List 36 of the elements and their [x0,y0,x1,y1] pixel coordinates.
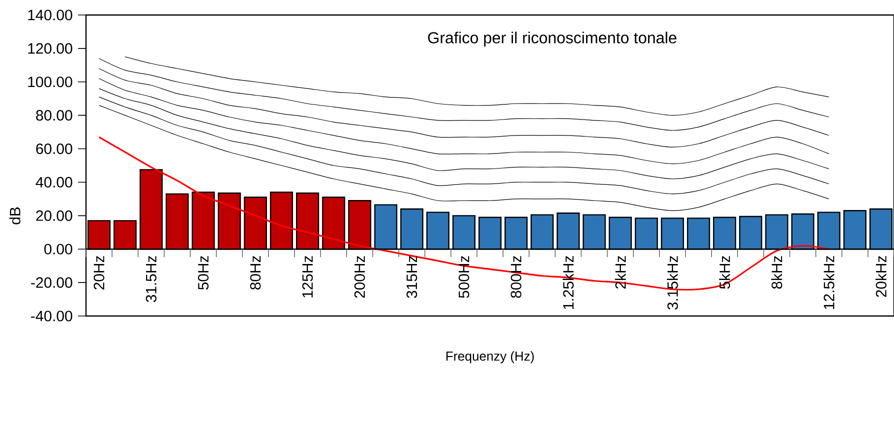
y-axis-title: dB [9,207,20,224]
x-tick-label: 3.15kHz [666,256,678,310]
text: Grafico per il riconoscimento tonale [428,32,676,47]
line-series [98,58,830,131]
x-axis-title: Frequenzy (Hz) [446,351,534,364]
x-tick-label: 1.25kHz [562,256,574,309]
x-tick-label: 500Hz [458,256,470,298]
y-tick-label: 0.00 [44,244,72,254]
x-tick-label: 200Hz [354,256,365,298]
y-tick-label: 20.00 [36,210,72,221]
x-tick-label: 20kHz [875,256,886,297]
x-tick-label: 2kHz [614,256,626,289]
line-series [98,68,830,148]
y-tick-label: 40.00 [36,176,72,188]
x-tick-label: 800Hz [510,256,522,298]
y-tick-label: 140.00 [28,10,72,20]
line-series [98,105,830,211]
x-tick-label: 80Hz [250,256,261,290]
line-series [98,96,830,194]
x-tick-label: 315Hz [406,256,418,298]
x-tick-label: 125Hz [302,256,313,298]
y-tick-label: 80.00 [36,110,72,121]
line-series [98,88,830,180]
y-tick-label: 60.00 [36,143,72,154]
y-tick-label: -40.00 [31,310,72,322]
x-tick-label: 5kHz [719,256,730,289]
y-tick-label: 120.00 [28,43,72,54]
x-tick-label: 12.5kHz [823,256,834,309]
y-tick-label: -20.00 [31,277,72,288]
x-tick-label: 20Hz [94,256,104,290]
x-tick-label: 50Hz [198,256,209,290]
y-tick-label: 100.00 [28,76,72,88]
line-series [98,78,830,164]
x-tick-label: 31.5Hz [146,256,156,302]
x-tick-label: 8kHz [771,256,782,289]
line-series [124,56,830,116]
